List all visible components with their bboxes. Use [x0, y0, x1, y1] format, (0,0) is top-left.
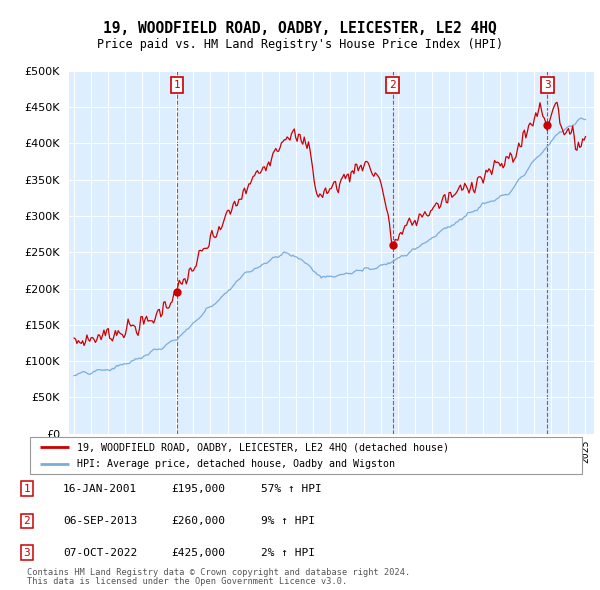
Text: 06-SEP-2013: 06-SEP-2013	[63, 516, 137, 526]
Text: £195,000: £195,000	[171, 484, 225, 493]
FancyBboxPatch shape	[30, 437, 582, 474]
Text: Contains HM Land Registry data © Crown copyright and database right 2024.: Contains HM Land Registry data © Crown c…	[27, 568, 410, 577]
Text: 16-JAN-2001: 16-JAN-2001	[63, 484, 137, 493]
Text: 19, WOODFIELD ROAD, OADBY, LEICESTER, LE2 4HQ: 19, WOODFIELD ROAD, OADBY, LEICESTER, LE…	[103, 21, 497, 35]
Text: This data is licensed under the Open Government Licence v3.0.: This data is licensed under the Open Gov…	[27, 578, 347, 586]
Text: HPI: Average price, detached house, Oadby and Wigston: HPI: Average price, detached house, Oadb…	[77, 459, 395, 469]
Text: 1: 1	[173, 80, 181, 90]
Text: 3: 3	[544, 80, 551, 90]
Text: 9% ↑ HPI: 9% ↑ HPI	[261, 516, 315, 526]
Text: 2% ↑ HPI: 2% ↑ HPI	[261, 548, 315, 558]
Text: 19, WOODFIELD ROAD, OADBY, LEICESTER, LE2 4HQ (detached house): 19, WOODFIELD ROAD, OADBY, LEICESTER, LE…	[77, 442, 449, 452]
Text: 57% ↑ HPI: 57% ↑ HPI	[261, 484, 322, 493]
Text: 07-OCT-2022: 07-OCT-2022	[63, 548, 137, 558]
Text: Price paid vs. HM Land Registry's House Price Index (HPI): Price paid vs. HM Land Registry's House …	[97, 38, 503, 51]
Text: 2: 2	[389, 80, 396, 90]
Text: 2: 2	[23, 516, 31, 526]
Text: £425,000: £425,000	[171, 548, 225, 558]
Text: £260,000: £260,000	[171, 516, 225, 526]
Text: 3: 3	[23, 548, 31, 558]
Text: 1: 1	[23, 484, 31, 493]
